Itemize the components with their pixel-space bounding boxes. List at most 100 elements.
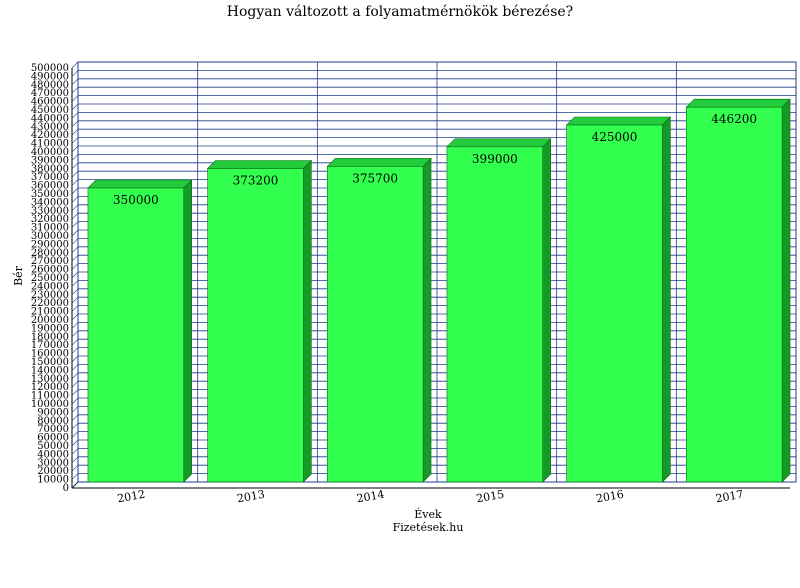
gridline-depth [71, 313, 79, 321]
y-tick-label: 10000 [37, 475, 69, 486]
gridline-depth [71, 414, 79, 422]
y-tick-label: 40000 [37, 449, 69, 460]
gridline-depth [71, 120, 79, 128]
bar-top-face [326, 158, 432, 167]
x-tick-label: 2015 [475, 488, 505, 506]
y-tick-label: 380000 [31, 164, 69, 175]
gridline-depth [71, 422, 79, 430]
gridline-depth [71, 137, 79, 144]
y-tick-label: 410000 [31, 139, 69, 150]
gridline-depth [71, 263, 79, 270]
bar-value-label: 350000 [113, 193, 159, 207]
y-tick-label: 50000 [37, 441, 69, 452]
y-tick-label: 330000 [31, 206, 69, 217]
gridline-depth [71, 229, 79, 237]
source-label: Fizetések.hu [393, 521, 464, 534]
y-tick-label: 370000 [31, 172, 69, 183]
y-tick-label: 150000 [31, 357, 69, 368]
gridline-depth [71, 397, 79, 405]
gridline-depth [71, 322, 79, 329]
x-axis-ticks: 2012 2013 2014 2015 2016 2017 [116, 488, 744, 506]
bar-side-face [542, 138, 552, 483]
gridline-depth [71, 212, 79, 220]
y-tick-label: 220000 [31, 298, 69, 309]
gridline-depth [71, 431, 79, 438]
bar-side-face [781, 98, 791, 483]
bar-value-label: 375700 [352, 171, 398, 185]
y-tick-label: 280000 [31, 248, 69, 259]
y-tick-label: 300000 [31, 231, 69, 242]
y-tick-label: 0 [63, 483, 69, 494]
gridline-depth [71, 204, 79, 212]
gridline-depth [71, 364, 79, 371]
gridline-depth [71, 296, 79, 304]
gridline-depth [71, 347, 79, 354]
x-tick-label: 2014 [356, 488, 386, 506]
gridline-depth [71, 103, 79, 111]
bar-value-label: 446200 [711, 112, 757, 126]
y-axis-ticks: 0100002000030000400005000060000700008000… [31, 63, 69, 494]
gridline-depth [71, 372, 79, 380]
y-tick-label: 110000 [31, 391, 69, 402]
y-tick-label: 290000 [31, 239, 69, 250]
gridline-depth [71, 170, 79, 178]
gridline-depth [71, 254, 79, 262]
gridline-depth [71, 380, 79, 388]
y-tick-label: 190000 [31, 323, 69, 334]
bar [87, 187, 184, 483]
gridline-depth [71, 288, 79, 296]
y-tick-label: 310000 [31, 223, 69, 234]
bar-top-face [565, 116, 672, 126]
gridline-depth [71, 473, 79, 480]
bar-side-face [303, 159, 312, 483]
gridline-depth [71, 196, 79, 203]
y-tick-label: 130000 [31, 374, 69, 385]
bars: 350000 373200 375700 399000 425000 446200 [87, 98, 791, 483]
y-tick-label: 140000 [31, 365, 69, 376]
bar-top-face [685, 98, 791, 108]
gridline-depth [71, 70, 79, 77]
gridline-depth [71, 112, 79, 119]
gridline-depth [71, 154, 79, 161]
gridline-depth [71, 448, 79, 455]
y-tick-label: 270000 [31, 256, 69, 267]
y-tick-label: 160000 [31, 349, 69, 360]
gridline-depth [71, 145, 79, 153]
y-tick-label: 450000 [31, 105, 69, 116]
y-tick-label: 470000 [31, 88, 69, 99]
y-tick-label: 210000 [31, 307, 69, 318]
y-tick-label: 70000 [37, 424, 69, 435]
x-tick-label: 2012 [116, 488, 146, 506]
y-tick-label: 170000 [31, 340, 69, 351]
y-tick-label: 340000 [31, 197, 69, 208]
bar [685, 106, 783, 483]
y-tick-label: 400000 [31, 147, 69, 158]
y-tick-label: 440000 [31, 113, 69, 124]
x-tick-label: 2017 [715, 488, 745, 506]
gridline-depth [71, 305, 79, 312]
chart-title: Hogyan változott a folyamatmérnökök bére… [226, 4, 574, 20]
gridline-depth [71, 330, 79, 338]
gridline-depth [71, 406, 79, 413]
gridline-depth [71, 128, 79, 136]
y-tick-label: 420000 [31, 130, 69, 141]
y-tick-label: 30000 [37, 458, 69, 469]
gridline-depth [71, 464, 79, 472]
gridline-depth [71, 95, 79, 102]
gridline-depth [71, 338, 79, 346]
gridline-depth [71, 86, 79, 94]
gridline-depth [71, 456, 79, 464]
y-tick-label: 490000 [31, 71, 69, 82]
y-tick-label: 250000 [31, 273, 69, 284]
y-tick-label: 360000 [31, 181, 69, 192]
gridline-depth [71, 238, 79, 245]
bar-side-face [422, 157, 432, 483]
gridlines [71, 61, 797, 489]
y-tick-label: 320000 [31, 214, 69, 225]
gridline-depth [71, 246, 79, 254]
gridline-depth [71, 280, 79, 287]
y-tick-label: 430000 [31, 122, 69, 133]
y-tick-label: 230000 [31, 290, 69, 301]
y-tick-label: 20000 [37, 466, 69, 477]
